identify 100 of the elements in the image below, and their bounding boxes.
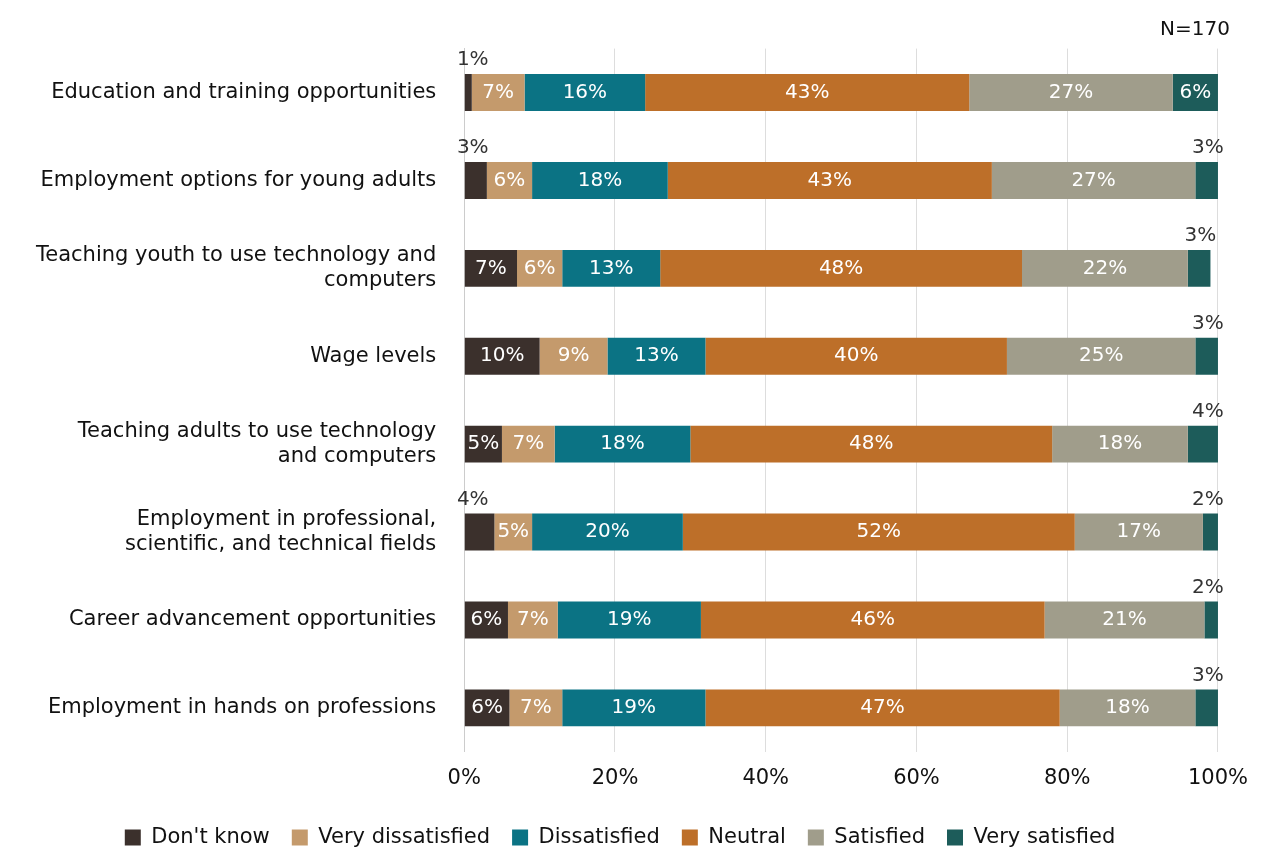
data-label: 3%: [1184, 222, 1217, 247]
data-label: 18%: [600, 430, 645, 455]
bar: [969, 74, 1173, 112]
bar: [991, 161, 1196, 199]
y-tick-label: Teaching youth to use technology and computers: [34, 242, 437, 292]
data-label: 9%: [557, 342, 590, 367]
data-label: 13%: [634, 342, 679, 367]
y-tick-label: Wage levels: [310, 342, 437, 367]
bar: [524, 74, 646, 112]
data-label: 52%: [856, 518, 902, 543]
y-tick-label: Teaching adults to use technology and computers: [76, 418, 437, 468]
data-label: 18%: [1105, 694, 1150, 719]
data-label: 10%: [479, 342, 525, 367]
y-tick-label: Career advancement opportunities: [68, 606, 437, 631]
bar: [700, 601, 1045, 639]
bar: [1006, 337, 1196, 375]
y-tick-label: Employment in professional, scientific, and technical fields: [124, 505, 437, 556]
data-label: 48%: [818, 254, 864, 279]
data-label: 5%: [497, 518, 530, 543]
data-label: 25%: [1078, 342, 1124, 367]
bar: [607, 337, 706, 375]
data-label: 2%: [1192, 485, 1224, 510]
legend-label: Satisfied: [834, 823, 926, 848]
bar: [464, 161, 487, 199]
bar: [660, 249, 1023, 287]
data-label: 4%: [456, 485, 489, 510]
y-tick-label: Employment in hands on professions: [47, 694, 437, 719]
bar: [464, 74, 472, 112]
data-label: 3%: [1192, 661, 1224, 686]
legend-label: Very satisfied: [973, 823, 1116, 848]
data-label: 46%: [850, 606, 895, 631]
data-label: 7%: [519, 694, 552, 719]
data-label: 4%: [1192, 397, 1224, 422]
data-label: 19%: [607, 606, 652, 631]
bar: [1187, 425, 1218, 463]
bar: [682, 513, 1075, 551]
data-label: 43%: [807, 166, 853, 191]
legend-label: Don't know: [151, 823, 270, 848]
y-tick-label: Education and training opportunities: [51, 79, 437, 103]
bar: [690, 425, 1053, 463]
data-label: 20%: [585, 518, 630, 543]
data-label: 18%: [577, 166, 623, 191]
bar: [532, 161, 668, 199]
bar: [705, 337, 1007, 375]
data-label: 2%: [1192, 573, 1224, 598]
bar: [562, 689, 706, 727]
bar: [1059, 689, 1196, 727]
bar: [667, 161, 992, 199]
bar: [1195, 337, 1218, 375]
data-label: 16%: [562, 78, 608, 103]
bar: [557, 601, 701, 639]
bar: [509, 689, 563, 727]
data-label: 3%: [1192, 309, 1224, 334]
bar: [645, 74, 970, 112]
bar: [507, 601, 558, 639]
bar: [1022, 249, 1188, 287]
bar: [464, 513, 495, 551]
legend-label: Very dissatisfied: [318, 823, 491, 848]
x-tick-label: 60%: [893, 764, 940, 789]
data-label: 17%: [1116, 518, 1162, 543]
data-label: 6%: [1179, 78, 1212, 103]
x-tick-label: 80%: [1043, 764, 1091, 789]
data-label: 7%: [482, 78, 515, 103]
bar: [1204, 601, 1218, 639]
data-label: 19%: [611, 694, 657, 719]
bar: [464, 337, 540, 375]
data-label: 7%: [475, 254, 507, 279]
data-label: 47%: [860, 694, 905, 719]
bar: [1195, 689, 1218, 727]
data-label: 27%: [1048, 78, 1094, 103]
bar: [705, 689, 1060, 727]
bar: [554, 425, 691, 463]
data-label: 6%: [470, 606, 503, 631]
x-tick-label: 20%: [591, 764, 639, 789]
data-label: 18%: [1097, 430, 1143, 455]
data-label: 6%: [523, 254, 556, 279]
data-label: 48%: [849, 430, 894, 455]
y-tick-label: Employment options for young adults: [40, 166, 437, 191]
bar: [501, 425, 555, 463]
data-label: 21%: [1102, 606, 1147, 631]
data-label: 3%: [1192, 134, 1224, 159]
bar: [1074, 513, 1203, 551]
data-label: 13%: [589, 254, 634, 279]
data-label: 22%: [1082, 254, 1128, 279]
data-label: 5%: [467, 430, 500, 455]
data-label: 7%: [516, 606, 549, 631]
legend-label: Dissatisfied: [538, 823, 660, 848]
text: N=170: [1160, 16, 1230, 41]
data-label: 3%: [456, 134, 489, 159]
data-label: 27%: [1071, 166, 1116, 191]
data-label: 1%: [456, 46, 489, 71]
data-label: 43%: [784, 78, 830, 103]
bar: [1202, 513, 1218, 551]
data-label: 40%: [833, 342, 879, 367]
bar: [471, 74, 525, 112]
legend-label: Neutral: [708, 823, 786, 848]
data-label: 7%: [512, 430, 545, 455]
x-tick-label: 100%: [1187, 764, 1249, 789]
x-tick-label: 0%: [447, 764, 481, 789]
bar: [1052, 425, 1188, 463]
